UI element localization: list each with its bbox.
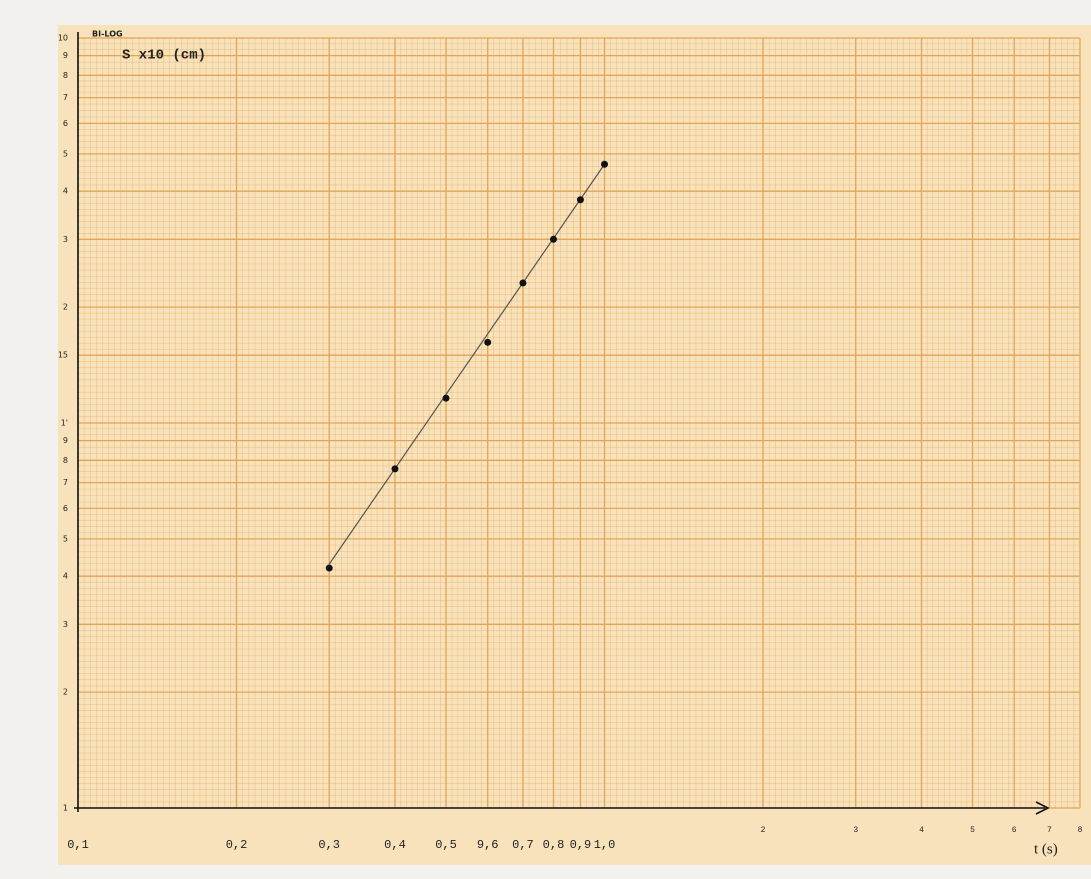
x-tick-label: 0,5 [435, 838, 457, 852]
x-tick-label: 0,3 [318, 838, 340, 852]
y-tick-label: 5 [63, 149, 68, 158]
y-tick-label: 1' [61, 419, 68, 428]
data-point [519, 280, 526, 287]
x-axis-label: t (s) [1034, 841, 1058, 857]
y-tick-label: 9 [63, 436, 68, 445]
x-tick-label: 3 [853, 826, 858, 835]
page: BI-LOG S x10 (cm) t (s) 0,1 0,2 0,3 0,4 0,5 9… [0, 0, 1091, 879]
x-tick-label: 6 [1012, 826, 1017, 835]
x-tick-label: 0,1 [67, 838, 89, 852]
x-tick-label: 8 [1078, 826, 1083, 835]
y-tick-label: 6 [63, 504, 68, 513]
x-tick-label: 0,7 [512, 838, 534, 852]
y-tick-label: 3 [63, 620, 68, 629]
x-tick-label: 1,0 [594, 838, 616, 852]
x-tick-label: 2 [761, 826, 766, 835]
x-tick-label: 4 [919, 826, 924, 835]
y-tick-label: 2 [63, 688, 68, 697]
y-tick-label: 6 [63, 119, 68, 128]
y-tick-label: 2 [63, 303, 68, 312]
data-point [443, 395, 450, 402]
data-point [577, 196, 584, 203]
y-tick-label: 8 [63, 456, 68, 465]
x-tick-label: 0,8 [543, 838, 565, 852]
chart-title: S x10 (cm) [122, 48, 206, 64]
data-point [484, 339, 491, 346]
data-point [550, 236, 557, 243]
y-tick-label: 4 [63, 187, 68, 196]
y-tick-label: 10 [58, 34, 68, 43]
y-tick-label: 9 [63, 51, 68, 60]
chart-subtitle: BI-LOG [92, 30, 123, 39]
y-tick-label: 8 [63, 71, 68, 80]
y-tick-label: 7 [63, 93, 68, 102]
graph-paper [58, 25, 1091, 865]
y-tick-label: 4 [63, 572, 68, 581]
data-point [601, 161, 608, 168]
x-tick-label: 7 [1047, 826, 1052, 835]
y-tick-label: 3 [63, 235, 68, 244]
y-tick-label: 1 [63, 804, 68, 813]
x-tick-label: 5 [970, 826, 975, 835]
data-point [391, 465, 398, 472]
x-tick-label: 9,6 [477, 838, 499, 852]
x-tick-label: 0,9 [570, 838, 592, 852]
y-tick-label: 5 [63, 534, 68, 543]
y-tick-label: 15 [58, 351, 68, 360]
data-point [326, 565, 333, 572]
x-tick-label: 0,2 [226, 838, 248, 852]
grid [78, 38, 1080, 808]
y-tick-label: 7 [63, 478, 68, 487]
x-tick-label: 0,4 [384, 838, 406, 852]
chart: BI-LOG S x10 (cm) t (s) 0,1 0,2 0,3 0,4 0,5 9… [0, 0, 1091, 879]
